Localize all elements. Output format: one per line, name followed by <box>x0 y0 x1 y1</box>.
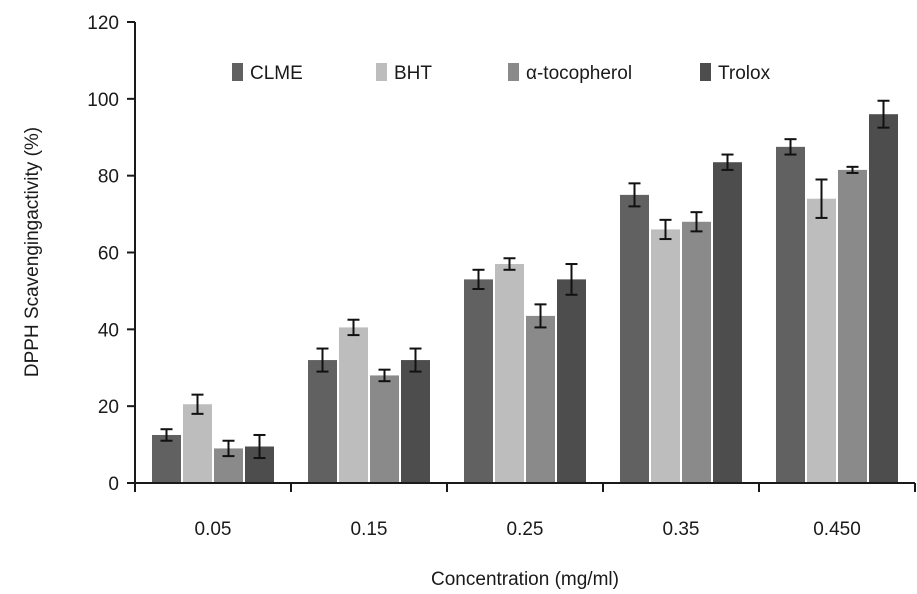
y-tick-label: 120 <box>87 13 119 34</box>
x-tick-label: 0.25 <box>507 519 544 540</box>
legend-swatch <box>232 63 243 81</box>
bar <box>651 229 680 483</box>
x-tick-label: 0.35 <box>663 519 700 540</box>
y-tick-label: 40 <box>98 320 119 341</box>
x-tick-label: 0.05 <box>195 519 232 540</box>
bar <box>682 221 711 483</box>
legend: CLME BHT α-tocopherol Trolox <box>232 63 771 84</box>
error-bars <box>160 99 890 460</box>
legend-swatch <box>700 63 711 81</box>
bar <box>620 194 649 483</box>
bar <box>807 198 836 483</box>
legend-label: Trolox <box>718 63 771 84</box>
legend-swatch <box>376 63 387 81</box>
x-axis-ticks: 0.05 0.15 0.25 0.35 0.450 <box>134 483 916 540</box>
bar <box>526 315 555 483</box>
bar <box>183 404 212 483</box>
bar <box>557 279 586 483</box>
bar-groups <box>150 112 900 484</box>
y-tick-label: 100 <box>87 90 119 111</box>
y-tick-label: 0 <box>108 474 119 495</box>
bar <box>869 114 898 483</box>
bar <box>308 360 337 483</box>
bar <box>495 264 524 483</box>
bar <box>776 146 805 483</box>
bar <box>401 360 430 483</box>
bar <box>838 169 867 483</box>
legend-label: α-tocopherol <box>526 63 632 84</box>
bar <box>339 327 368 483</box>
legend-swatch <box>508 63 519 81</box>
y-tick-label: 20 <box>98 397 119 418</box>
y-axis-label: DPPH Scavengingactivity (%) <box>22 127 43 377</box>
x-tick-label: 0.450 <box>813 519 861 540</box>
y-tick-label: 80 <box>98 167 119 188</box>
legend-label: BHT <box>394 63 432 84</box>
bar <box>464 279 493 483</box>
bar <box>713 162 742 484</box>
bar <box>152 434 181 483</box>
legend-label: CLME <box>250 63 303 84</box>
bar <box>370 375 399 483</box>
x-axis-label: Concentration (mg/ml) <box>431 569 619 590</box>
x-tick-label: 0.15 <box>351 519 388 540</box>
y-axis-ticks: 0 20 40 60 80 100 120 <box>87 13 135 495</box>
y-tick-label: 60 <box>98 244 119 265</box>
